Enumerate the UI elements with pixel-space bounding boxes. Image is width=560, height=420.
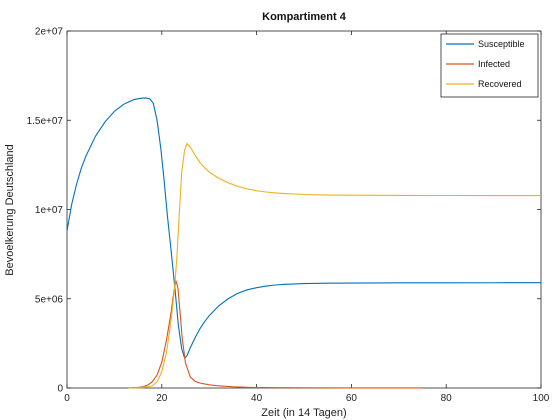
x-axis-title: Zeit (in 14 Tagen): [261, 407, 346, 419]
y-axis: 0 5e+06 1e+07 1.5e+07 2e+07: [27, 27, 541, 395]
x-tick-label: 100: [533, 393, 550, 404]
y-tick-label: 1.5e+07: [27, 116, 64, 127]
series-lines: [66, 97, 542, 389]
y-tick-label: 2e+07: [35, 27, 64, 38]
x-tick-label: 60: [346, 393, 358, 404]
legend-label-infected: Infected: [478, 59, 510, 69]
plot-area: 0 20 40 60 80 100 0 5e+06 1e+07 1.5e+07 2e+07: [27, 27, 550, 405]
y-axis-title: Bevoelkerung Deutschland: [4, 144, 16, 275]
series-line-infected: [128, 280, 423, 389]
y-tick-label: 0: [57, 384, 63, 395]
legend-label-susceptible: Susceptible: [478, 39, 525, 49]
series-line-recovered: [128, 142, 542, 389]
x-tick-label: 80: [441, 393, 453, 404]
legend: Susceptible Infected Recovered: [440, 33, 539, 98]
y-tick-label: 1e+07: [35, 205, 64, 216]
x-tick-label: 20: [156, 393, 168, 404]
legend-items: Susceptible Infected Recovered: [446, 39, 525, 89]
chart-title: Kompartiment 4: [262, 11, 347, 23]
legend-label-recovered: Recovered: [478, 79, 522, 89]
x-tick-label: 40: [251, 393, 263, 404]
series-line-susceptible: [66, 97, 542, 359]
x-tick-label: 0: [64, 393, 70, 404]
y-tick-label: 5e+06: [35, 294, 64, 305]
